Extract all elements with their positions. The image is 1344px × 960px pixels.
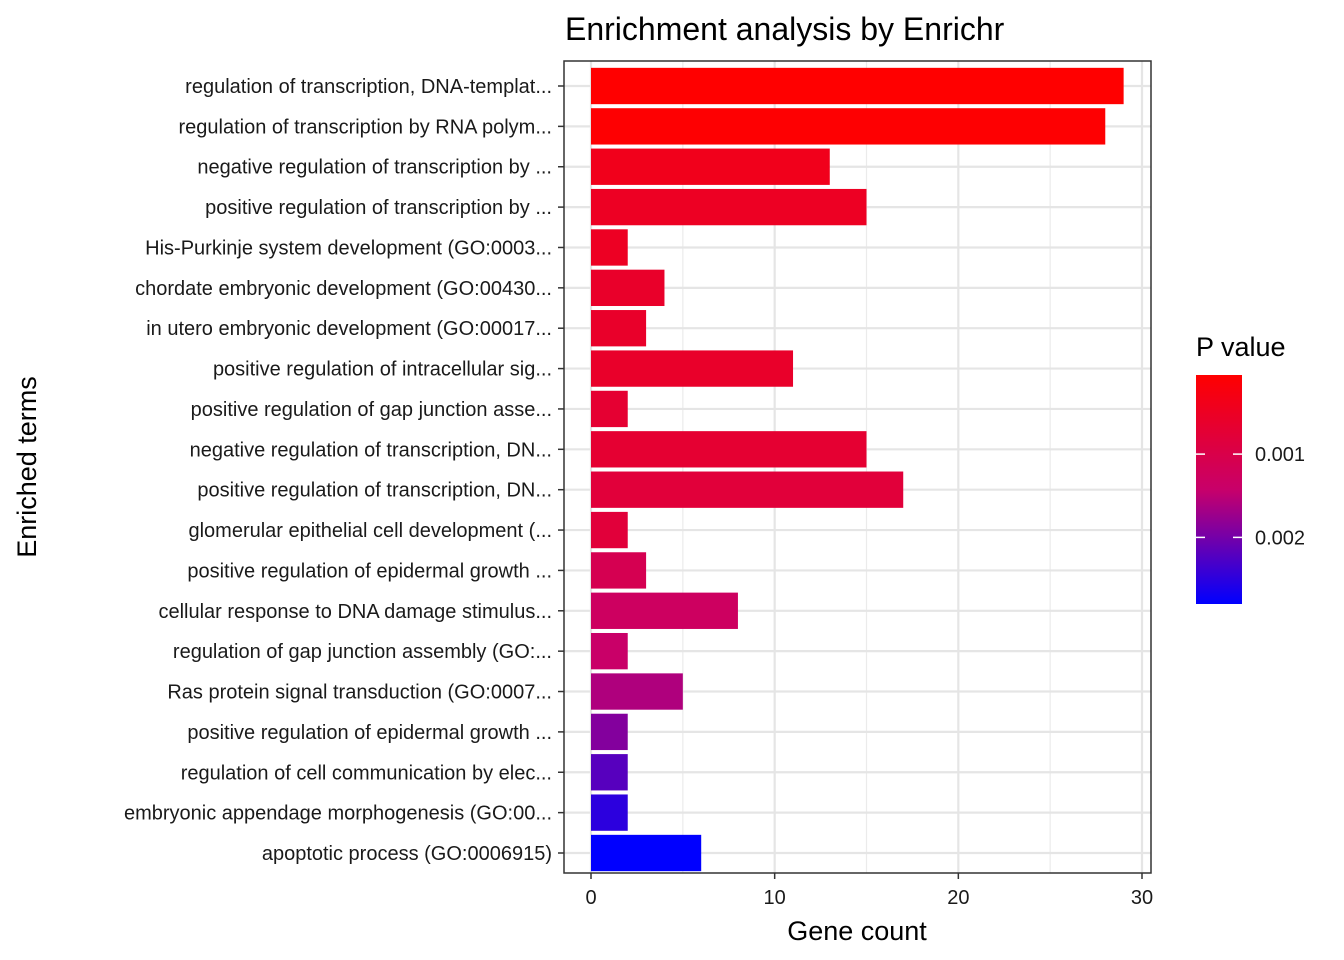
legend: P value 0.001 0.002 (1196, 332, 1305, 604)
y-axis-title: Enriched terms (12, 376, 42, 558)
bar-7 (591, 350, 794, 387)
x-tick-label-2: 20 (947, 887, 969, 909)
y-tick-label-0: regulation of transcription, DNA-templat… (185, 76, 552, 98)
bar-6 (591, 310, 647, 347)
bar-12 (591, 552, 647, 589)
bar-3 (591, 188, 867, 226)
bars (591, 67, 1124, 872)
y-tick-label-17: regulation of cell communication by elec… (181, 762, 552, 784)
x-tick-label-0: 0 (585, 887, 596, 909)
x-axis-ticks: 0 10 20 30 (585, 873, 1153, 909)
bar-19 (591, 834, 702, 872)
bar-14 (591, 632, 628, 670)
legend-colorbar (1196, 375, 1242, 604)
legend-title: P value (1196, 332, 1286, 362)
bar-5 (591, 269, 665, 307)
y-tick-label-2: negative regulation of transcription by … (197, 157, 552, 179)
legend-tick-label-1: 0.002 (1255, 527, 1305, 549)
y-tick-label-11: glomerular epithelial cell development (… (188, 520, 552, 542)
y-axis-ticks: regulation of transcription, DNA-templat… (124, 76, 564, 865)
y-tick-label-15: Ras protein signal transduction (GO:0007… (167, 682, 552, 704)
y-tick-label-18: embryonic appendage morphogenesis (GO:00… (124, 803, 552, 825)
y-tick-label-6: in utero embryonic development (GO:00017… (146, 318, 552, 340)
y-tick-label-12: positive regulation of epidermal growth … (187, 560, 552, 582)
y-tick-label-8: positive regulation of gap junction asse… (191, 399, 552, 421)
x-axis-title: Gene count (787, 916, 927, 946)
x-tick-label-1: 10 (764, 887, 786, 909)
bar-8 (591, 390, 628, 428)
bar-4 (591, 229, 628, 266)
y-tick-label-5: chordate embryonic development (GO:00430… (135, 278, 552, 300)
bar-2 (591, 148, 830, 185)
bar-10 (591, 471, 904, 508)
legend-tick-label-0: 0.001 (1255, 444, 1305, 466)
chart-title: Enrichment analysis by Enrichr (565, 11, 1005, 47)
bar-9 (591, 431, 867, 468)
y-tick-label-13: cellular response to DNA damage stimulus… (158, 601, 552, 623)
y-tick-label-19: apoptotic process (GO:0006915) (262, 843, 552, 865)
x-tick-label-3: 30 (1131, 887, 1153, 909)
y-tick-label-16: positive regulation of epidermal growth … (187, 722, 552, 744)
y-tick-label-1: regulation of transcription by RNA polym… (178, 116, 552, 138)
y-tick-label-10: positive regulation of transcription, DN… (197, 480, 552, 502)
plot-panel-border (563, 60, 1152, 874)
y-tick-label-9: negative regulation of transcription, DN… (190, 439, 552, 461)
y-tick-label-3: positive regulation of transcription by … (205, 197, 552, 219)
bar-16 (591, 713, 628, 751)
y-tick-label-4: His-Purkinje system development (GO:0003… (145, 237, 552, 259)
bar-11 (591, 511, 628, 549)
y-tick-label-14: regulation of gap junction assembly (GO:… (173, 641, 552, 663)
y-tick-label-7: positive regulation of intracellular sig… (213, 359, 552, 381)
bar-17 (591, 754, 628, 791)
bar-18 (591, 794, 628, 831)
bar-1 (591, 108, 1106, 145)
legend-ticks: 0.001 0.002 (1196, 444, 1305, 549)
bar-15 (591, 673, 683, 710)
bar-0 (591, 67, 1124, 105)
bar-13 (591, 592, 738, 629)
